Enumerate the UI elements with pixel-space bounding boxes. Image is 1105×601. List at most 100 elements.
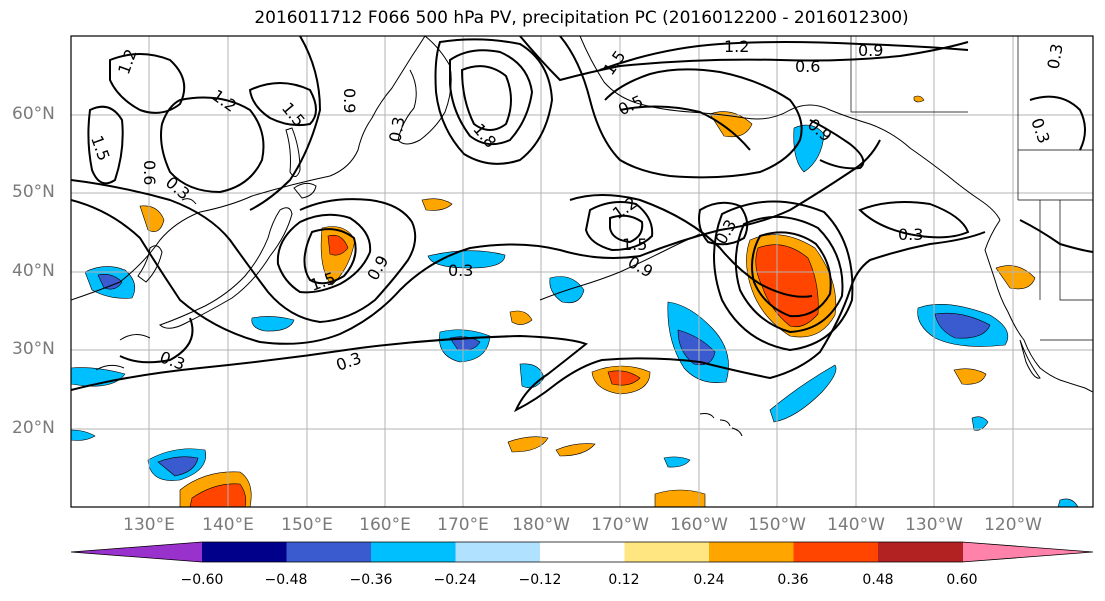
pv-contour-farwest [1029, 95, 1086, 151]
coastline-islands-west [95, 198, 197, 371]
precipitation-shading [71, 95, 1079, 507]
colorbar-tick-label: −0.36 [349, 572, 393, 588]
lon-label: 140°W [827, 515, 885, 535]
pv-contour-1.5-nw [109, 53, 186, 114]
coastline-baja [1019, 339, 1041, 379]
lon-label: 170°W [591, 515, 649, 535]
contour-label: 0.3 [898, 225, 923, 244]
colorbar-bin [455, 542, 541, 562]
contour-labels: 1.2 1.2 1.5 0.6 0.3 0.9 1.8 0.3 1.2 1.5 … [87, 37, 1067, 375]
pv-contour-1.2-nw [160, 96, 265, 194]
contour-label: 1.5 [599, 47, 629, 79]
colorbar-tick-label: −0.60 [180, 572, 224, 588]
pv-contour-right [1019, 219, 1093, 253]
coastline-north-america [984, 219, 1093, 393]
contour-label: 0.3 [1044, 42, 1067, 70]
colorbar-bin [286, 542, 372, 562]
contour-label: 0.3 [385, 115, 408, 143]
colorbar [70, 541, 1094, 563]
colorbar-bin [540, 542, 625, 562]
lon-label: 180°W [512, 515, 570, 535]
pv-contour-1.2-north [248, 82, 317, 127]
lat-label: 30°N [12, 339, 55, 359]
pv-contour-1.2-center [460, 65, 512, 131]
contour-label: 0.3 [334, 348, 364, 375]
colorbar-outline [70, 541, 1094, 563]
precip-positive-patch [421, 198, 453, 211]
lon-label: 170°E [437, 515, 489, 535]
coastline-aleutians [539, 233, 701, 301]
pv-contour-0.9-west [71, 179, 417, 324]
precip-positive-patch [555, 443, 596, 457]
contour-label: 0.3 [1027, 116, 1054, 146]
colorbar-bin [371, 542, 456, 562]
contour-label: 0.3 [448, 261, 473, 280]
contour-label: 0.6 [795, 57, 820, 76]
coastline-korea [137, 245, 163, 283]
lon-label: 160°W [670, 515, 728, 535]
precip-positive-patch [509, 310, 533, 325]
precip-positive-core [189, 483, 247, 507]
colorbar-tick-label: 0.48 [862, 572, 894, 588]
precip-negative-patch [1057, 498, 1079, 507]
contour-label: 1.5 [622, 235, 647, 254]
colorbar-tick-label: 0.36 [777, 572, 809, 588]
colorbar-bin [793, 542, 879, 562]
precip-positive-core [327, 234, 349, 256]
coastline-asia [71, 36, 426, 301]
pv-contour-northeast [559, 36, 803, 179]
precip-negative-core [934, 312, 991, 339]
precip-positive-core [607, 370, 641, 386]
contour-label: 0.9 [858, 41, 883, 60]
colorbar-tick-label: −0.48 [264, 572, 308, 588]
pv-contour-1.2-north-top [599, 41, 969, 71]
pv-contour-outer-north [249, 36, 322, 211]
pv-contour-0.3-ring [698, 201, 749, 246]
coastline-hokkaido [293, 182, 317, 199]
lat-label: 50°N [12, 182, 55, 202]
precip-positive-patch [995, 265, 1036, 290]
pv-contour-0.6-ak [619, 105, 751, 151]
colorbar-extend-high [962, 542, 1093, 562]
precip-positive-patch [139, 205, 165, 232]
pv-contour-1.2-ring [734, 215, 844, 334]
contour-label: 1.2 [724, 37, 749, 56]
map-title: 2016011712 F066 500 hPa PV, precipitatio… [254, 8, 909, 28]
precip-negative-patch [71, 429, 96, 441]
contour-label: 1.2 [208, 86, 240, 116]
precip-positive-patch [953, 368, 987, 385]
precip-negative-patch [427, 250, 506, 269]
precip-negative-core [97, 274, 123, 290]
political-borders [850, 36, 1093, 341]
colorbar-tick-label: −0.24 [433, 572, 477, 588]
colorbar-tick-label: 0.60 [946, 572, 978, 588]
lon-label: 120°W [984, 515, 1042, 535]
precip-positive-patch [913, 95, 925, 103]
pv-contour-0.3-mid [71, 139, 881, 345]
pv-contour-1.5-west [303, 228, 357, 285]
coastlines [71, 36, 1093, 437]
precip-negative-patch [769, 364, 837, 423]
precip-negative-patch [251, 316, 295, 332]
pv-contour-1.8-center [449, 49, 534, 146]
pv-contour-1.5-ring [751, 231, 832, 318]
pv-contour-sw [119, 317, 194, 364]
precip-positive-core [755, 244, 819, 328]
pv-contours [71, 36, 1093, 413]
colorbar-tick-label: −0.12 [518, 572, 562, 588]
precip-negative-core [157, 456, 199, 477]
precip-negative-patch [549, 276, 585, 304]
contour-label: 0.6 [140, 160, 159, 185]
lon-label: 160°E [359, 515, 411, 535]
pv-contour-0.9-ne [809, 119, 865, 170]
pv-contour-0.9-east [569, 194, 813, 298]
pv-contour-0.9-ring [713, 200, 854, 352]
colorbar-tick-label: 0.24 [693, 572, 725, 588]
map-frame [70, 35, 1094, 508]
lat-label: 20°N [12, 418, 55, 438]
coastline-alaska [579, 36, 1001, 221]
precip-negative-patch [663, 456, 691, 468]
colorbar-tick-label: 0.12 [608, 572, 640, 588]
lat-label: 60°N [12, 104, 55, 124]
